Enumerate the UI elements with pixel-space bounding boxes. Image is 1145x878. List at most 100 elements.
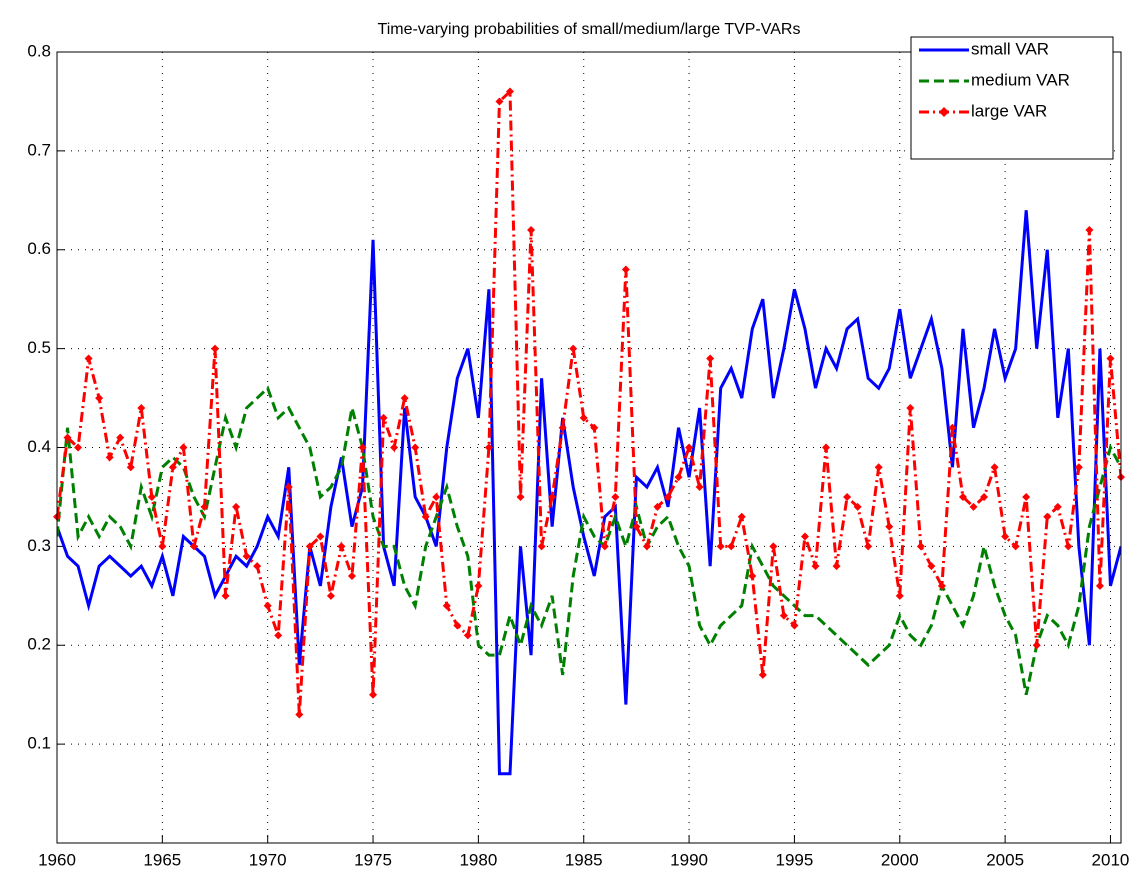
y-tick-label: 0.8 xyxy=(27,41,51,60)
point-marker xyxy=(980,492,989,501)
point-marker xyxy=(484,443,493,452)
point-marker xyxy=(558,423,567,432)
x-tick-label: 1960 xyxy=(38,850,76,869)
point-marker xyxy=(295,710,304,719)
point-marker xyxy=(537,542,546,551)
y-tick-label: 0.5 xyxy=(27,338,51,357)
point-marker xyxy=(147,492,156,501)
point-marker xyxy=(1064,542,1073,551)
point-marker xyxy=(358,443,367,452)
point-marker xyxy=(664,492,673,501)
point-marker xyxy=(569,344,578,353)
legend-marker xyxy=(939,107,949,117)
point-marker xyxy=(95,394,104,403)
point-marker xyxy=(168,463,177,472)
point-marker xyxy=(158,542,167,551)
point-marker xyxy=(958,492,967,501)
point-marker xyxy=(1053,502,1062,511)
point-marker xyxy=(263,601,272,610)
y-tick-label: 0.1 xyxy=(27,734,51,753)
point-marker xyxy=(1095,581,1104,590)
point-marker xyxy=(1032,641,1041,650)
point-marker xyxy=(706,354,715,363)
y-tick-label: 0.2 xyxy=(27,635,51,654)
point-marker xyxy=(748,572,757,581)
point-marker xyxy=(843,492,852,501)
point-marker xyxy=(600,542,609,551)
x-tick-label: 1970 xyxy=(249,850,287,869)
point-marker xyxy=(885,522,894,531)
x-tick-label: 2000 xyxy=(881,850,919,869)
point-marker xyxy=(916,542,925,551)
point-marker xyxy=(632,522,641,531)
point-marker xyxy=(548,492,557,501)
point-marker xyxy=(790,621,799,630)
series-line xyxy=(57,385,1121,696)
y-tick-label: 0.7 xyxy=(27,140,51,159)
x-tick-label: 1995 xyxy=(776,850,814,869)
legend-label: medium VAR xyxy=(971,70,1070,89)
point-marker xyxy=(116,433,125,442)
point-marker xyxy=(695,483,704,492)
point-marker xyxy=(316,532,325,541)
point-marker xyxy=(906,403,915,412)
point-marker xyxy=(305,542,314,551)
x-tick-label: 1975 xyxy=(354,850,392,869)
point-marker xyxy=(495,97,504,106)
point-marker xyxy=(516,492,525,501)
legend-box xyxy=(910,36,1114,160)
point-marker xyxy=(453,621,462,630)
y-tick-label: 0.4 xyxy=(27,437,51,456)
point-marker xyxy=(126,463,135,472)
point-marker xyxy=(232,502,241,511)
point-marker xyxy=(853,502,862,511)
point-marker xyxy=(369,690,378,699)
point-marker xyxy=(84,354,93,363)
x-tick-label: 1965 xyxy=(143,850,181,869)
point-marker xyxy=(864,542,873,551)
point-marker xyxy=(895,591,904,600)
point-marker xyxy=(727,542,736,551)
x-tick-label: 1985 xyxy=(565,850,603,869)
x-tick-label: 1990 xyxy=(670,850,708,869)
point-marker xyxy=(579,413,588,422)
point-marker xyxy=(284,483,293,492)
point-marker xyxy=(769,542,778,551)
point-marker xyxy=(274,631,283,640)
point-marker xyxy=(800,532,809,541)
y-tick-label: 0.6 xyxy=(27,239,51,258)
point-marker xyxy=(990,463,999,472)
point-marker xyxy=(200,502,209,511)
point-marker xyxy=(379,413,388,422)
point-marker xyxy=(242,552,251,561)
point-marker xyxy=(1106,354,1115,363)
point-marker xyxy=(674,473,683,482)
point-marker xyxy=(653,502,662,511)
point-marker xyxy=(105,453,114,462)
point-marker xyxy=(326,591,335,600)
point-marker xyxy=(1022,492,1031,501)
point-marker xyxy=(505,87,514,96)
point-marker xyxy=(832,562,841,571)
x-tick-label: 2005 xyxy=(986,850,1024,869)
legend-label: small VAR xyxy=(971,39,1049,58)
point-marker xyxy=(421,512,430,521)
point-marker xyxy=(432,492,441,501)
point-marker xyxy=(874,463,883,472)
point-marker xyxy=(253,562,262,571)
series-line xyxy=(57,210,1121,776)
point-marker xyxy=(221,591,230,600)
point-marker xyxy=(137,403,146,412)
point-marker xyxy=(463,631,472,640)
point-marker xyxy=(390,443,399,452)
point-marker xyxy=(822,443,831,452)
point-marker xyxy=(1001,532,1010,541)
point-marker xyxy=(927,562,936,571)
point-marker xyxy=(1074,463,1083,472)
point-marker xyxy=(737,512,746,521)
point-marker xyxy=(411,443,420,452)
point-marker xyxy=(74,443,83,452)
chart-title: Time-varying probabilities of small/medi… xyxy=(378,21,801,38)
point-marker xyxy=(189,542,198,551)
